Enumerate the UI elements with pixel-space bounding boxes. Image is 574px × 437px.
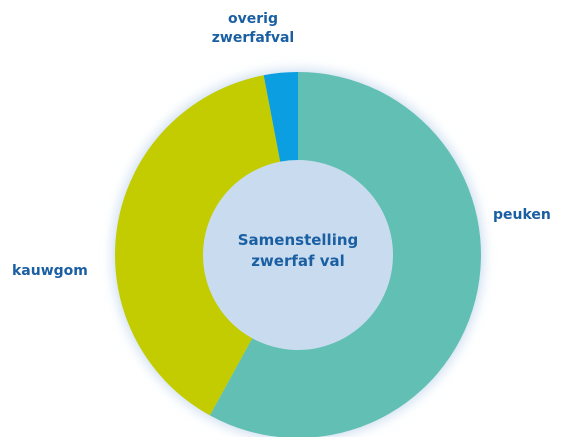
slice-label: overig zwerfafval	[211, 11, 295, 46]
donut-slice	[114, 75, 281, 416]
donut-slice	[263, 72, 298, 162]
slice-label: kauwgom	[12, 263, 88, 279]
slice-label: peuken	[493, 207, 551, 223]
donut-slice	[209, 72, 481, 437]
chart-title: Samenstelling zwerfaf val	[237, 231, 359, 270]
